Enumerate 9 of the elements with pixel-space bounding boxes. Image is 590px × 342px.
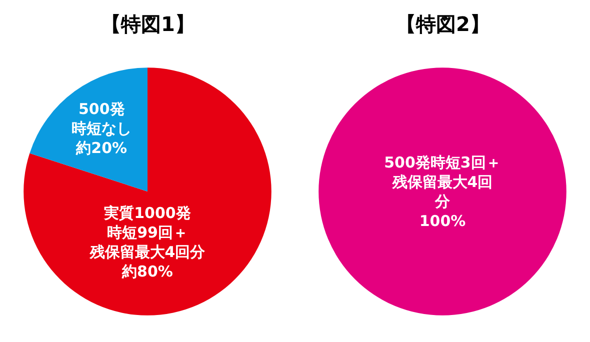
slice-label: 500発時短なし: [72, 100, 132, 138]
chart-title: 【特図2】: [396, 12, 490, 36]
pie-slice: [24, 68, 272, 316]
data-label: 約80%: [121, 262, 173, 281]
slice-label: 500発時短3回＋残保留最大4回分: [384, 153, 501, 210]
chart-title: 【特図1】: [101, 12, 195, 36]
data-label: 約20%: [75, 138, 128, 157]
slice-label: 実質1000発時短99回＋残保留最大4回分: [88, 204, 206, 262]
data-label: 100%: [419, 212, 466, 230]
